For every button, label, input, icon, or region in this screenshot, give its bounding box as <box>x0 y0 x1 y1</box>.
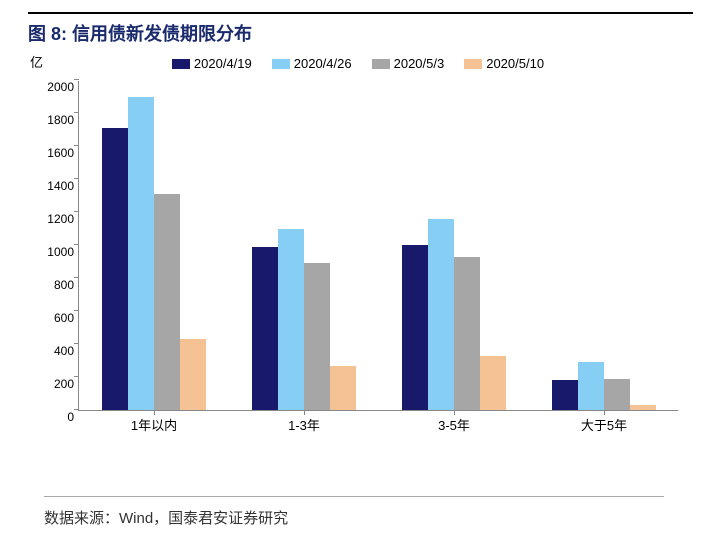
legend-item: 2020/4/26 <box>272 56 352 71</box>
y-tick-mark <box>74 343 79 344</box>
bar <box>402 245 428 410</box>
chart-container: 2020/4/192020/4/262020/5/32020/5/10 亿 02… <box>38 56 678 456</box>
y-tick-label: 0 <box>39 410 74 424</box>
plot-area: 02004006008001000120014001600180020001年以… <box>78 81 678 411</box>
y-tick-mark <box>74 112 79 113</box>
y-tick-mark <box>74 277 79 278</box>
y-tick-label: 1800 <box>39 113 74 127</box>
bar <box>330 366 356 410</box>
y-tick-label: 2000 <box>39 80 74 94</box>
chart-title: 图 8: 信用债新发债期限分布 <box>28 20 693 46</box>
title-bar: 图 8: 信用债新发债期限分布 <box>28 12 693 46</box>
y-tick-mark <box>74 178 79 179</box>
legend-swatch <box>464 59 482 69</box>
y-tick-mark <box>74 211 79 212</box>
legend-item: 2020/5/3 <box>372 56 445 71</box>
legend-item: 2020/4/19 <box>172 56 252 71</box>
y-tick-mark <box>74 244 79 245</box>
x-tick-label: 1-3年 <box>288 415 320 434</box>
bar <box>102 128 128 410</box>
x-tick-label: 3-5年 <box>438 415 470 434</box>
y-tick-label: 400 <box>39 344 74 358</box>
bar <box>480 356 506 410</box>
bar <box>252 247 278 410</box>
bar <box>604 379 630 410</box>
bar <box>180 339 206 410</box>
bar-group <box>252 229 356 411</box>
bar <box>578 362 604 410</box>
legend-label: 2020/4/19 <box>194 56 252 71</box>
x-tick-mark <box>604 410 605 415</box>
bar <box>128 97 154 411</box>
y-tick-label: 200 <box>39 377 74 391</box>
bar <box>552 380 578 410</box>
y-tick-label: 1200 <box>39 212 74 226</box>
legend: 2020/4/19 2020/4/26 2020/5/3 2020/5/10 <box>38 56 678 71</box>
legend-swatch <box>172 59 190 69</box>
legend-swatch <box>272 59 290 69</box>
y-tick-label: 1600 <box>39 146 74 160</box>
bar-group <box>402 219 506 410</box>
legend-swatch <box>372 59 390 69</box>
y-tick-mark <box>74 145 79 146</box>
bar <box>154 194 180 410</box>
legend-label: 2020/5/3 <box>394 56 445 71</box>
x-tick-mark <box>454 410 455 415</box>
bar <box>278 229 304 411</box>
legend-item: 2020/5/10 <box>464 56 544 71</box>
y-tick-mark <box>74 376 79 377</box>
data-source: 数据来源：Wind，国泰君安证券研究 <box>44 496 664 528</box>
y-tick-mark <box>74 409 79 410</box>
y-tick-mark <box>74 79 79 80</box>
legend-label: 2020/5/10 <box>486 56 544 71</box>
bar <box>454 257 480 410</box>
y-tick-label: 1400 <box>39 179 74 193</box>
y-tick-label: 1000 <box>39 245 74 259</box>
x-tick-mark <box>304 410 305 415</box>
x-tick-label: 大于5年 <box>581 415 627 434</box>
bar-group <box>102 97 206 411</box>
y-axis-label: 亿 <box>30 52 43 71</box>
y-tick-label: 600 <box>39 311 74 325</box>
bar <box>428 219 454 410</box>
bar <box>304 263 330 410</box>
x-tick-mark <box>154 410 155 415</box>
y-tick-mark <box>74 310 79 311</box>
bar-group <box>552 362 656 410</box>
legend-label: 2020/4/26 <box>294 56 352 71</box>
x-tick-label: 1年以内 <box>131 415 177 434</box>
y-tick-label: 800 <box>39 278 74 292</box>
bar <box>630 405 656 410</box>
